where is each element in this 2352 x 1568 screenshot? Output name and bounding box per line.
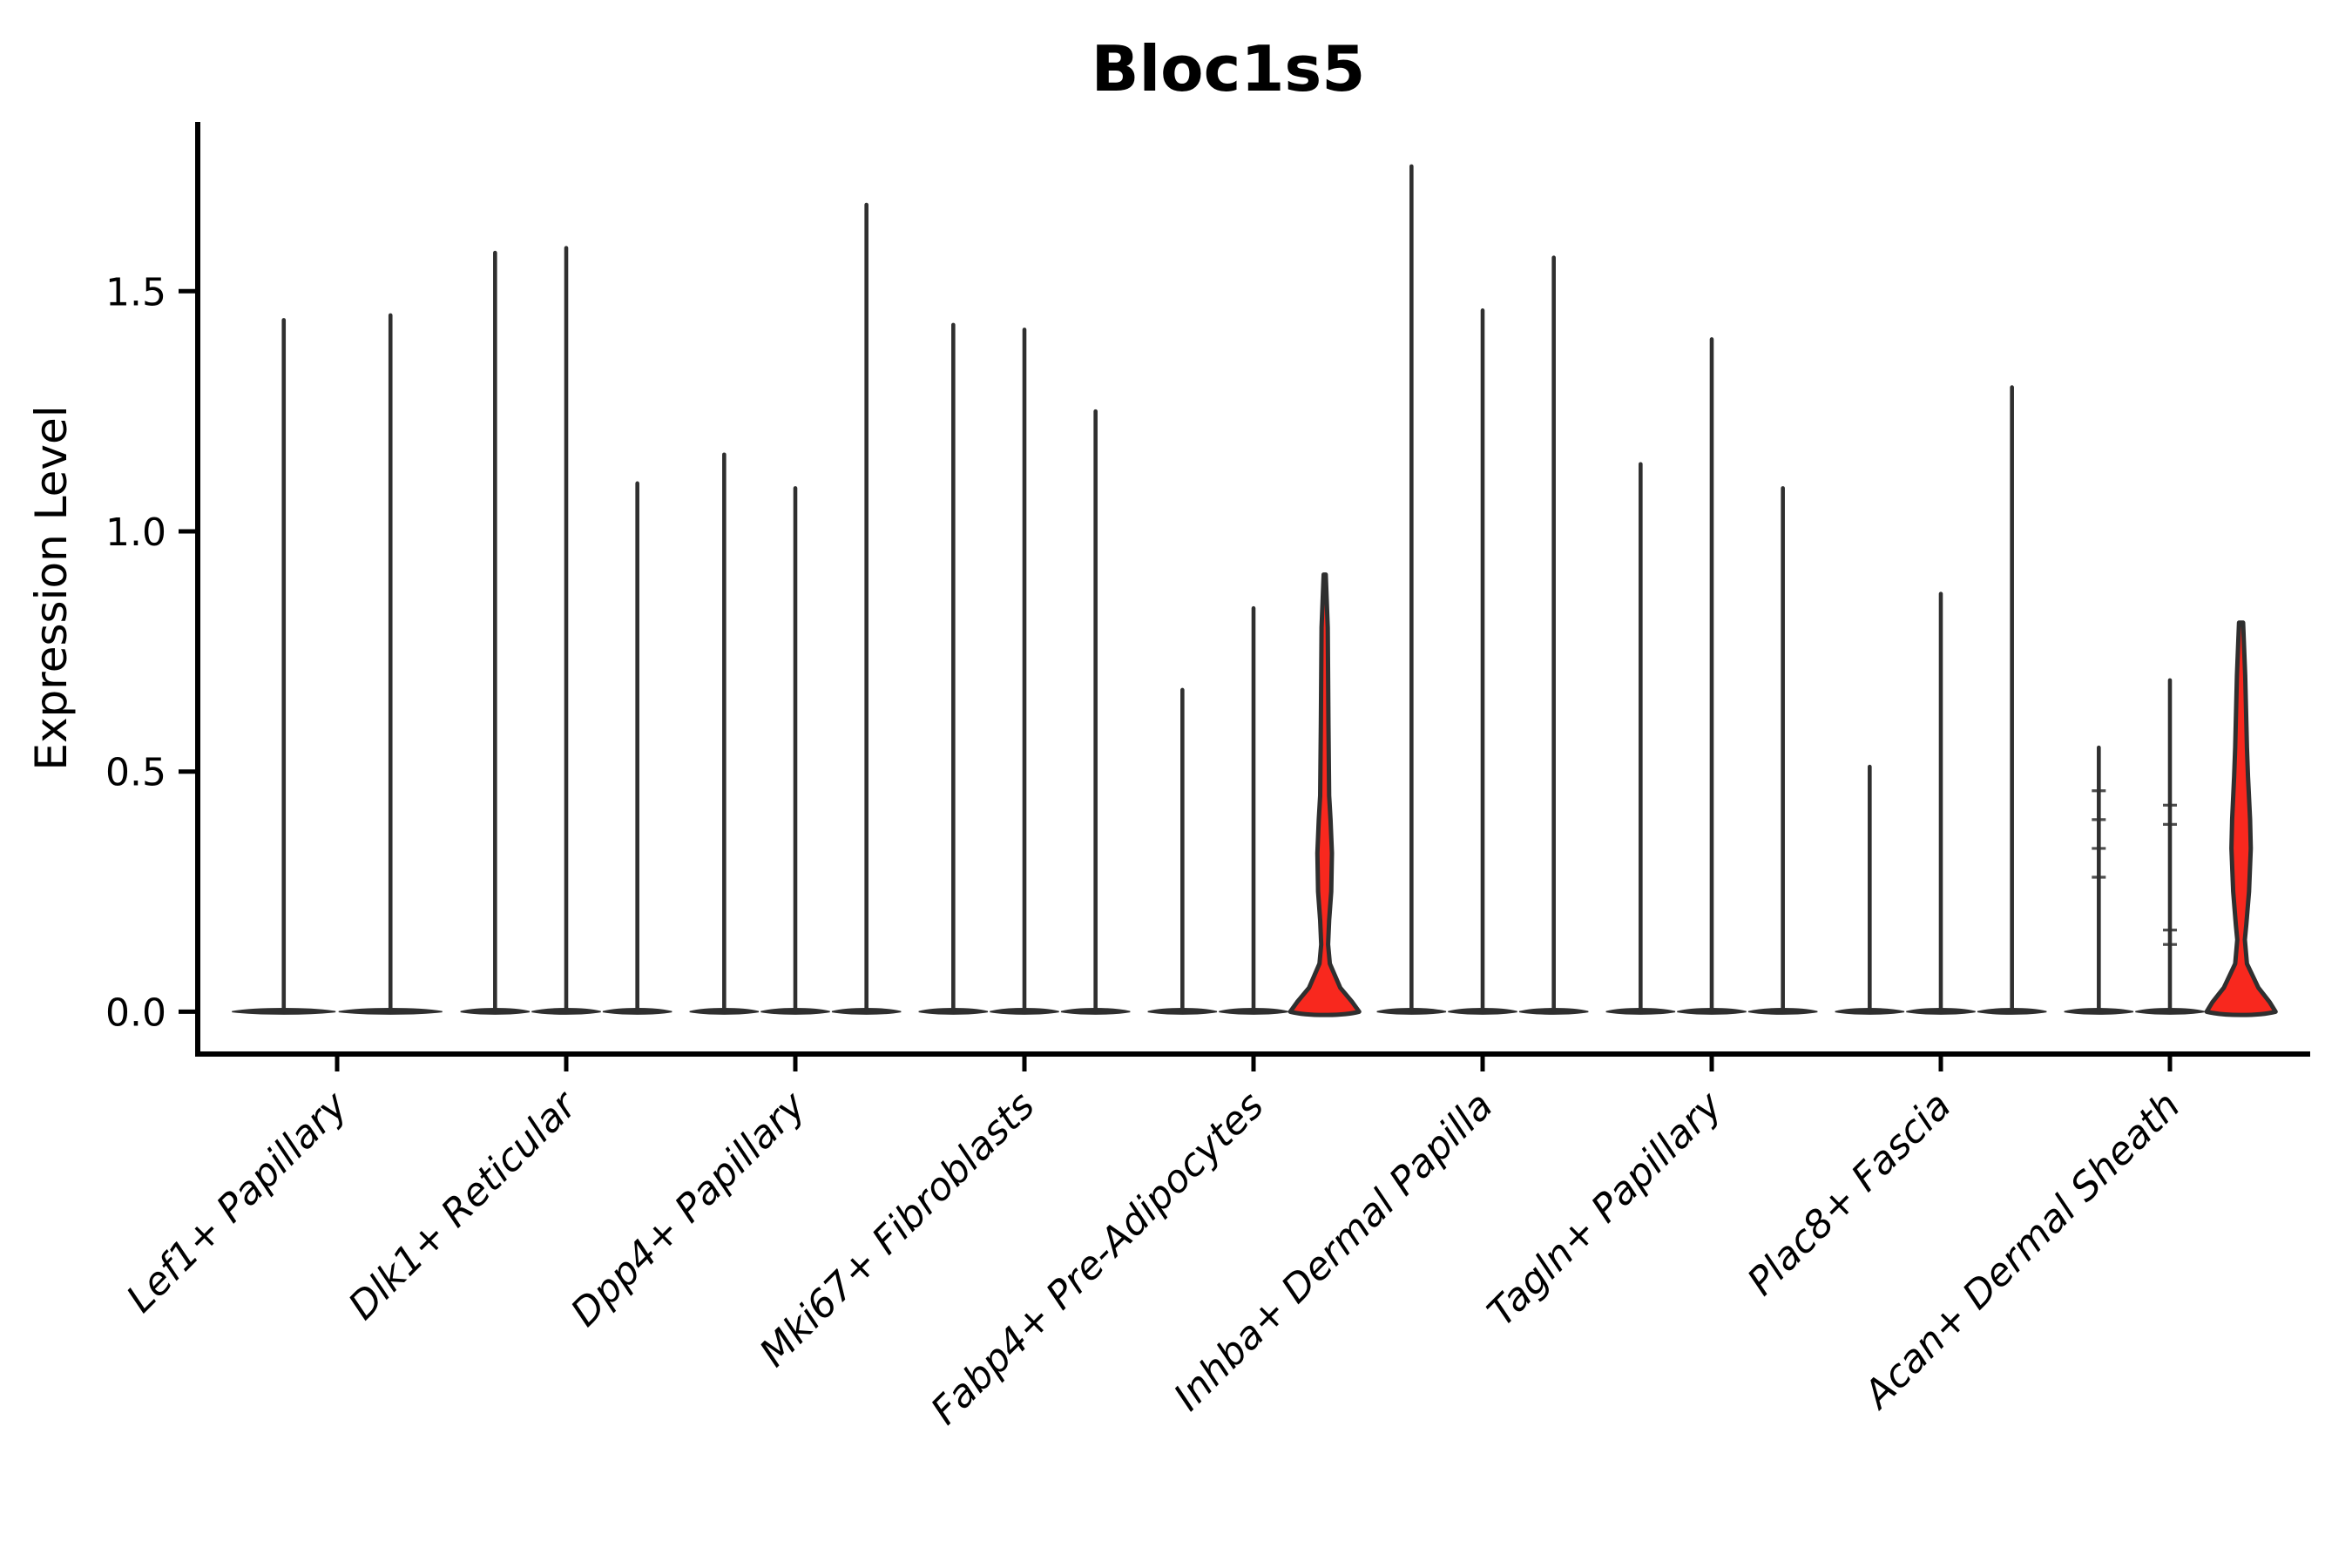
y-axis-label: Expression Level [26,405,77,770]
x-tick-label: Lef1+ Papillary [118,1083,357,1321]
x-tick-label: Dpp4+ Papillary [563,1083,815,1335]
x-tick-label: Dlk1+ Reticular [340,1082,586,1328]
plot-title: Bloc1s5 [1092,32,1366,105]
x-tick-label: Plac8+ Fascia [1739,1084,1959,1304]
y-tick-label: 1.5 [105,270,166,314]
highlighted-violin [2204,620,2278,1017]
y-tick-label: 0.5 [105,751,166,795]
highlighted-violin [1288,572,1362,1017]
y-tick-label: 0.0 [105,990,166,1035]
x-tick-label: Tagln+ Papillary [1479,1083,1731,1335]
y-tick-label: 1.0 [105,510,166,555]
